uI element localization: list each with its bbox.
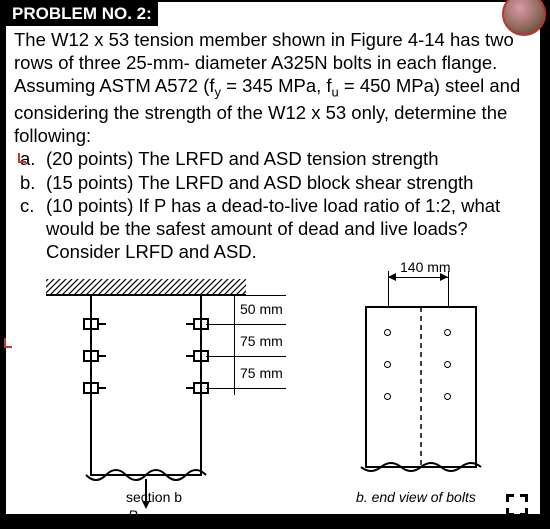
problem-statement: The W12 x 53 tension member shown in Fig… bbox=[6, 26, 540, 147]
bolt-hole bbox=[444, 393, 451, 400]
checkmark-icon bbox=[18, 153, 26, 163]
dim-140-line bbox=[388, 277, 448, 278]
sub-u: u bbox=[332, 85, 339, 100]
page: PROBLEM NO. 2: The W12 x 53 tension memb… bbox=[4, 0, 542, 516]
bolt-hole bbox=[384, 393, 391, 400]
end-view-svg bbox=[346, 287, 496, 487]
item-text: (10 points) If P has a dead-to-live load… bbox=[46, 194, 532, 263]
dim-75-2: 75 mm bbox=[240, 365, 283, 381]
bolt-hole bbox=[444, 329, 451, 336]
bolt-hole bbox=[444, 361, 451, 368]
bolt-hole bbox=[384, 361, 391, 368]
arrow-left bbox=[388, 273, 396, 281]
list-item: c. (10 points) If P has a dead-to-live l… bbox=[20, 194, 532, 263]
item-text: (15 points) The LRFD and ASD block shear… bbox=[46, 171, 532, 194]
caption-end-view: b. end view of bolts bbox=[356, 489, 476, 505]
dim-ext-r bbox=[448, 271, 449, 307]
item-letter: b. bbox=[20, 171, 46, 194]
dim-tick bbox=[206, 324, 286, 325]
text-p2: = 345 MPa, f bbox=[221, 75, 332, 96]
dim-extension bbox=[234, 295, 235, 395]
dim-50: 50 mm bbox=[240, 301, 283, 317]
bolt-hole bbox=[384, 329, 391, 336]
dim-tick bbox=[206, 356, 286, 357]
problem-header: PROBLEM NO. 2: bbox=[6, 2, 158, 26]
caption-section-b: section b bbox=[126, 489, 182, 505]
figure: 50 mm 75 mm 75 mm 140 mm section b bbox=[6, 269, 540, 529]
dim-75-1: 75 mm bbox=[240, 333, 283, 349]
load-p: P bbox=[128, 507, 137, 523]
item-text: (20 points) The LRFD and ASD tension str… bbox=[46, 147, 532, 170]
list-item: a. (20 points) The LRFD and ASD tension … bbox=[20, 147, 532, 170]
item-letter: c. bbox=[20, 194, 46, 263]
list-item: b. (15 points) The LRFD and ASD block sh… bbox=[20, 171, 532, 194]
question-list: a. (20 points) The LRFD and ASD tension … bbox=[6, 147, 540, 263]
dim-140: 140 mm bbox=[400, 259, 451, 275]
dim-tick bbox=[206, 295, 286, 296]
dim-tick bbox=[206, 388, 286, 389]
fullscreen-icon[interactable] bbox=[506, 494, 528, 516]
